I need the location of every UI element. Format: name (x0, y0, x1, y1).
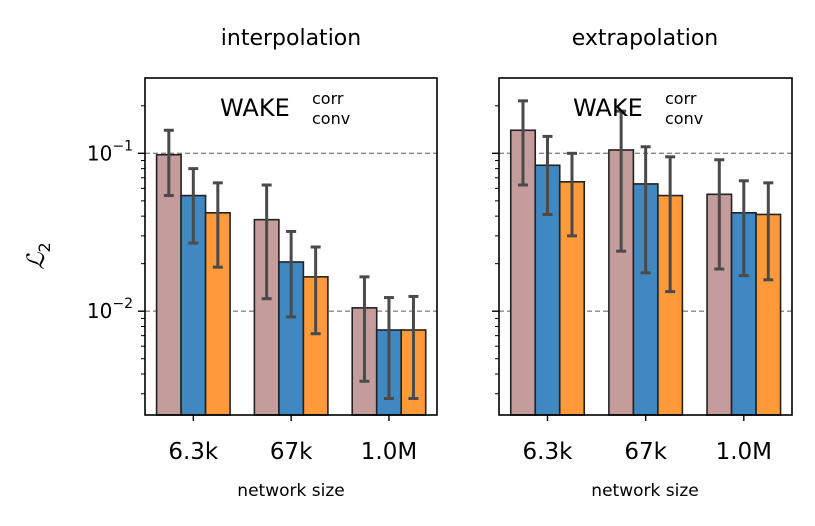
error-bar-6.3k-series1 (517, 99, 528, 187)
error-bar-6.3k-series3 (566, 151, 577, 238)
y-tick-label: 10−1 (87, 138, 133, 165)
x-tick-label-6.3k: 6.3k (523, 439, 574, 465)
error-bar-6.3k-series3 (212, 181, 223, 269)
x-tick-labels: 6.3k 67k 1.0M (523, 415, 772, 465)
x-tick-label-67k: 67k (270, 439, 313, 465)
error-bar-1.0M-series3 (763, 181, 774, 282)
panel-interpolation: interpolation 6.3k 67k 1.0M WAKE corr conv… (138, 26, 438, 501)
error-bar-6.3k-series2 (188, 167, 199, 245)
annotation-sub: conv (312, 109, 350, 128)
x-axis-label: network size (591, 481, 698, 501)
error-bar-67k-series1 (261, 183, 272, 301)
annotation-wake: WAKE (220, 94, 290, 122)
panel-extrapolation: extrapolation 6.3k 67k 1.0M WAKE corr conv… (492, 26, 793, 501)
annotation-sup: corr (665, 89, 697, 108)
x-tick-label-1.0M: 1.0M (716, 439, 772, 465)
x-tick-label-6.3k: 6.3k (168, 439, 219, 465)
panel-title: extrapolation (572, 26, 718, 51)
y-tick-labels: 10−2 10−1 (87, 138, 133, 323)
x-tick-labels: 6.3k 67k 1.0M (168, 415, 417, 465)
annotation-wake: WAKE (573, 94, 643, 122)
error-bar-67k-series3 (310, 245, 321, 336)
error-bar-6.3k-series2 (542, 134, 553, 216)
error-bar-67k-series1 (616, 109, 627, 253)
annotation-sup: corr (312, 89, 344, 108)
error-bar-1.0M-series2 (383, 296, 394, 400)
y-ticks (492, 105, 499, 395)
x-tick-label-1.0M: 1.0M (361, 439, 417, 465)
y-tick-label: 10−2 (87, 296, 133, 323)
x-tick-label-67k: 67k (624, 439, 667, 465)
x-axis-label: network size (237, 481, 344, 501)
y-ticks (138, 105, 145, 395)
error-bar-1.0M-series1 (359, 275, 370, 383)
error-bar-67k-series3 (665, 155, 676, 294)
annotation-sub: conv (665, 109, 703, 128)
error-bar-67k-series2 (286, 229, 297, 319)
error-bars (517, 99, 774, 294)
error-bar-1.0M-series1 (714, 158, 725, 271)
error-bar-1.0M-series2 (738, 179, 749, 278)
error-bar-6.3k-series1 (163, 128, 174, 198)
y-axis-label: ℒ2 (22, 242, 54, 269)
error-bar-1.0M-series3 (408, 294, 419, 400)
error-bar-67k-series2 (640, 145, 651, 275)
panel-title: interpolation (221, 26, 361, 51)
error-bars (163, 128, 419, 400)
